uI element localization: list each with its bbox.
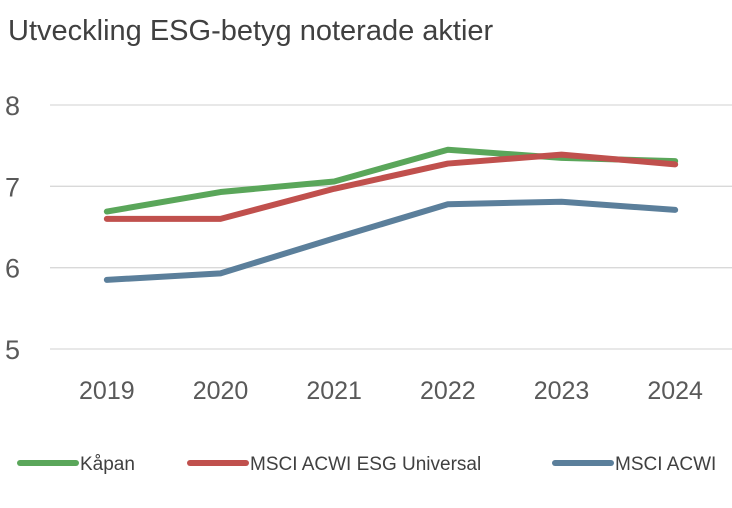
- legend-label: MSCI ACWI: [615, 454, 716, 475]
- chart-title: Utveckling ESG-betyg noterade aktier: [8, 15, 494, 47]
- y-tick-label: 8: [5, 91, 20, 121]
- y-tick-label: 5: [5, 335, 20, 365]
- x-tick-label: 2020: [193, 377, 249, 405]
- legend-label: Kåpan: [80, 454, 135, 475]
- gridlines: [50, 104, 732, 350]
- y-tick-label: 7: [5, 172, 20, 202]
- x-tick-label: 2019: [79, 377, 135, 405]
- series-line-1: [103, 151, 679, 222]
- series-lines: [103, 146, 679, 283]
- x-tick-label: 2022: [420, 377, 476, 405]
- x-axis-ticks: 2019 2020 2021 2022 2023 2024: [79, 377, 703, 405]
- legend: Kåpan MSCI ACWI ESG Universal MSCI ACWI: [17, 454, 716, 475]
- x-tick-label: 2023: [534, 377, 590, 405]
- y-axis-ticks: 5 6 7 8: [5, 91, 20, 365]
- series-line-2: [103, 198, 679, 283]
- x-tick-label: 2021: [306, 377, 362, 405]
- legend-label: MSCI ACWI ESG Universal: [250, 454, 481, 475]
- x-tick-label: 2024: [647, 377, 703, 405]
- y-tick-label: 6: [5, 254, 20, 284]
